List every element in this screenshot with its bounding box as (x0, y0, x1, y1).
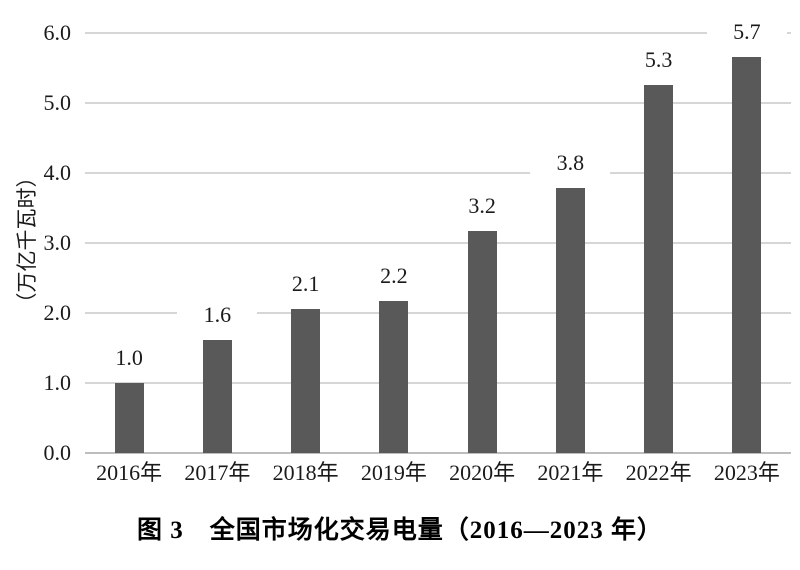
y-tick-label: 3.0 (43, 230, 72, 255)
bar-value-label: 2.1 (265, 271, 346, 297)
y-tick-label: 5.0 (43, 90, 72, 115)
bar (732, 57, 762, 453)
bar-value-label: 1.0 (89, 345, 170, 371)
bar-value-label: 5.3 (618, 47, 699, 73)
bar (379, 301, 409, 453)
bar-value-label: 1.6 (177, 302, 258, 328)
figure-caption: 图 3 全国市场化交易电量（2016—2023 年） (136, 517, 663, 544)
x-tick-label: 2017年 (184, 460, 251, 485)
bar (291, 309, 321, 453)
y-tick-label: 6.0 (43, 20, 72, 45)
x-tick-label: 2023年 (713, 460, 780, 485)
bar-value-label: 2.2 (353, 263, 434, 289)
bar-value-label: 3.2 (442, 193, 523, 219)
gridline (85, 172, 791, 174)
gridline (85, 312, 791, 314)
gridline (85, 102, 791, 104)
bar-value-label: 5.7 (706, 19, 787, 45)
y-tick-label: 4.0 (43, 160, 72, 185)
x-tick-label: 2022年 (625, 460, 692, 485)
y-tick-label: 0.0 (43, 440, 72, 465)
y-tick-label: 1.0 (43, 370, 72, 395)
bar-value-label: 3.8 (530, 150, 611, 176)
bar (202, 340, 232, 453)
bar (114, 383, 144, 453)
x-tick-label: 2016年 (96, 460, 163, 485)
bar (467, 231, 497, 453)
x-tick-label: 2020年 (449, 460, 516, 485)
x-tick-label: 2021年 (537, 460, 604, 485)
axis-baseline (85, 452, 791, 454)
x-tick-label: 2019年 (360, 460, 427, 485)
y-axis-title: （万亿千瓦时） (15, 166, 39, 314)
gridline (85, 382, 791, 384)
bar (555, 188, 585, 453)
y-tick-label: 2.0 (43, 300, 72, 325)
gridline (85, 32, 791, 34)
x-tick-label: 2018年 (272, 460, 339, 485)
gridline (85, 242, 791, 244)
bar (644, 85, 674, 453)
